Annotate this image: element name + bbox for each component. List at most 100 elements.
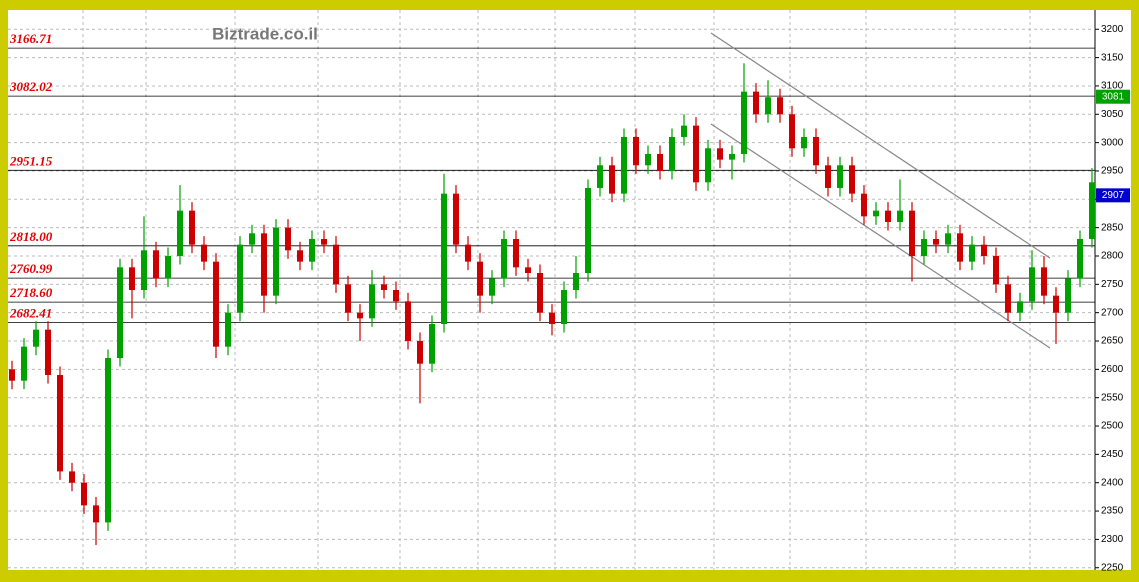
y-tick-label: 2500 [1101, 421, 1124, 432]
candle-body [309, 238, 315, 262]
candle-body [201, 244, 207, 262]
candle-body [741, 91, 747, 154]
candle-body [1041, 267, 1047, 296]
candle-body [429, 324, 435, 364]
candle-body [585, 187, 591, 273]
candle-body [897, 210, 903, 222]
candle-body [765, 97, 771, 115]
candle-body [333, 244, 339, 285]
candle-body [1017, 301, 1023, 313]
candle-body [537, 272, 543, 313]
candle-body [381, 284, 387, 290]
candle-body [957, 233, 963, 262]
candle-body [789, 114, 795, 149]
candle-body [801, 136, 807, 149]
candle-body [285, 227, 291, 251]
candle-body [1077, 238, 1083, 279]
candle-body [117, 267, 123, 359]
candle-body [1065, 278, 1071, 313]
price-marker [1096, 89, 1130, 104]
candle-body [477, 261, 483, 296]
candle-body [885, 210, 891, 222]
y-tick-label: 2850 [1101, 222, 1124, 233]
y-tick-label: 2250 [1101, 562, 1124, 573]
candle-body [1029, 267, 1035, 302]
candle-body [753, 91, 759, 115]
candle-body [177, 210, 183, 256]
price-marker-label: 2907 [1102, 190, 1125, 201]
candle-body [729, 153, 735, 160]
candle-body [717, 148, 723, 160]
candle-body [513, 238, 519, 268]
level-label: 3082.02 [9, 79, 53, 94]
candle-body [465, 244, 471, 262]
candle-body [261, 233, 267, 296]
candle-body [633, 136, 639, 166]
candle-body [141, 250, 147, 290]
candle-body [369, 284, 375, 319]
candle-body [249, 233, 255, 245]
level-label: 2718.60 [9, 285, 53, 300]
candle-body [441, 193, 447, 325]
candles [9, 63, 1095, 546]
candle-body [921, 238, 927, 256]
candle-body [321, 238, 327, 245]
candle-body [273, 227, 279, 296]
y-tick-label: 2350 [1101, 506, 1124, 517]
candle-body [153, 250, 159, 279]
candle-body [237, 244, 243, 313]
candle-body [933, 238, 939, 245]
candle-body [21, 346, 27, 381]
y-tick-label: 3100 [1101, 81, 1124, 92]
candle-body [357, 312, 363, 319]
candle-body [105, 358, 111, 523]
candle-body [969, 244, 975, 262]
candle-body [777, 97, 783, 115]
level-label: 2951.15 [9, 153, 53, 168]
y-tick-label: 2550 [1101, 392, 1124, 403]
candle-body [129, 267, 135, 290]
candle-body [981, 244, 987, 256]
candle-body [837, 165, 843, 188]
candle-body [213, 261, 219, 347]
candle-body [645, 153, 651, 166]
candle-body [1005, 284, 1011, 313]
y-tick-label: 2450 [1101, 449, 1124, 460]
candle-body [345, 284, 351, 313]
candle-body [945, 233, 951, 245]
candle-body [297, 250, 303, 262]
level-label: 2818.00 [9, 229, 53, 244]
candle-body [549, 312, 555, 325]
level-label: 2682.41 [9, 306, 52, 321]
candle-body [453, 193, 459, 245]
candle-body [417, 341, 423, 364]
y-tick-label: 3050 [1101, 109, 1124, 120]
y-tick-label: 2600 [1101, 364, 1124, 375]
candle-body [993, 255, 999, 285]
y-tick-label: 2650 [1101, 336, 1124, 347]
y-tick-label: 2700 [1101, 307, 1124, 318]
y-tick-label: 3000 [1101, 137, 1124, 148]
y-tick-label: 2750 [1101, 279, 1124, 290]
candle-body [69, 471, 75, 483]
candle-body [525, 267, 531, 273]
candle-body [189, 210, 195, 245]
candle-body [1089, 182, 1095, 239]
candle-body [681, 125, 687, 137]
y-tick-label: 2800 [1101, 251, 1124, 262]
candle-body [909, 210, 915, 256]
level-label: 3166.71 [9, 31, 52, 46]
candle-body [561, 290, 567, 325]
candle-body [81, 482, 87, 506]
y-tick-label: 2300 [1101, 534, 1124, 545]
y-tick-label: 2950 [1101, 166, 1124, 177]
candle-body [33, 329, 39, 347]
candle-body [573, 272, 579, 290]
candle-body [1053, 295, 1059, 313]
price-marker [1096, 188, 1130, 203]
plot-background [8, 10, 1131, 570]
candle-body [405, 301, 411, 342]
candle-body [693, 125, 699, 183]
chart-title: Biztrade.co.il [212, 24, 318, 43]
